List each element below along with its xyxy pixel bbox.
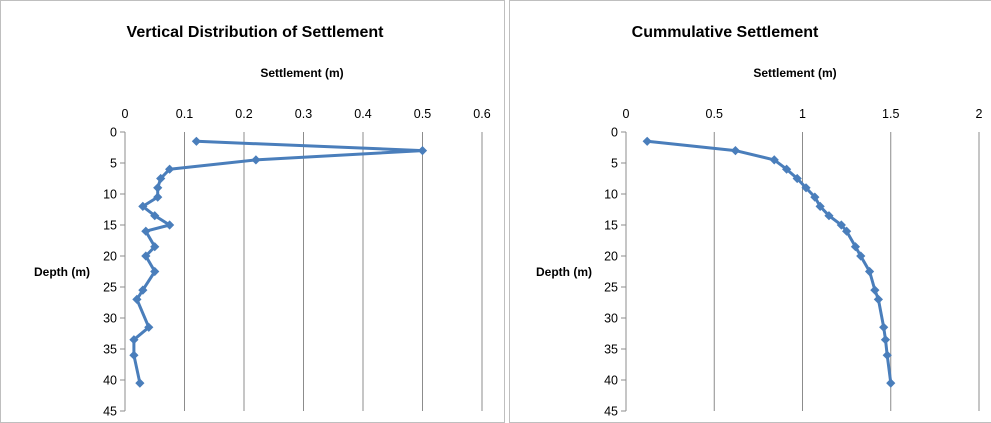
data-point-marker (144, 322, 154, 332)
data-point-marker (842, 226, 852, 236)
x-tick-label: 0.5 (414, 107, 431, 121)
data-point-marker (132, 294, 142, 304)
y-tick-label: 15 (604, 219, 618, 233)
data-point-marker (141, 251, 151, 261)
y-tick-label: 10 (103, 188, 117, 202)
data-point-marker (850, 242, 861, 252)
x-tick-label: 0.4 (354, 107, 371, 121)
series-line (132, 139, 424, 385)
y-tick-label: 0 (110, 126, 117, 140)
data-point-marker (150, 211, 160, 221)
data-point-marker (141, 226, 151, 236)
y-tick-label: 5 (110, 157, 117, 171)
data-point-marker (135, 378, 145, 388)
data-point-marker (792, 173, 802, 184)
data-point-marker (801, 183, 811, 193)
data-point-marker (165, 164, 175, 174)
data-point-marker (150, 266, 160, 277)
data-point-marker (129, 350, 139, 360)
y-tick-label: 45 (103, 405, 117, 419)
y-tick-label: 10 (604, 188, 618, 202)
data-point-marker (864, 266, 875, 277)
x-tick-label: 0.2 (235, 107, 252, 121)
data-point-marker (150, 242, 160, 252)
x-axis-title: Settlement (m) (260, 66, 343, 80)
y-axis-title: Depth (m) (536, 265, 592, 279)
data-point-marker (836, 220, 846, 230)
chart-title: Cummulative Settlement (632, 24, 819, 41)
data-point-marker (815, 201, 825, 211)
data-point-marker (886, 378, 896, 388)
data-point-marker (138, 285, 148, 295)
y-tick-label: 40 (103, 374, 117, 388)
cumulative-settlement-chart: Cummulative Settlement Settlement (m) De… (509, 0, 991, 423)
x-tick-label: 0.3 (295, 107, 312, 121)
settlement-distribution-chart: Vertical Distribution of Settlement Sett… (0, 0, 505, 423)
data-point-marker (642, 136, 652, 146)
data-point-marker (153, 192, 163, 202)
cumulative-settlement-plot: Cummulative Settlement Settlement (m) De… (536, 24, 983, 419)
y-tick-label: 35 (103, 343, 117, 357)
x-tick-label: 0 (122, 107, 129, 121)
data-point-marker (782, 164, 792, 174)
x-tick-label: 0 (623, 107, 630, 121)
series-line (645, 139, 893, 385)
x-tick-label: 0.6 (473, 107, 490, 121)
data-point-marker (810, 192, 820, 202)
data-point-marker (251, 155, 261, 165)
y-tick-label: 5 (611, 157, 618, 171)
y-tick-label: 30 (604, 312, 618, 326)
chart-title: Vertical Distribution of Settlement (127, 24, 385, 41)
x-axis-title: Settlement (m) (753, 66, 836, 80)
data-point-marker (138, 201, 148, 211)
data-point-marker (156, 173, 166, 184)
y-tick-label: 25 (604, 281, 618, 295)
data-point-marker (730, 146, 741, 156)
settlement-distribution-plot: Vertical Distribution of Settlement Sett… (34, 24, 491, 419)
data-point-marker (417, 146, 428, 156)
y-tick-label: 30 (103, 312, 117, 326)
y-axis-title: Depth (m) (34, 265, 90, 279)
y-tick-label: 20 (103, 250, 117, 264)
data-point-marker (153, 183, 163, 193)
x-tick-label: 1.5 (882, 107, 899, 121)
data-point-marker (873, 294, 883, 304)
x-tick-label: 0.1 (176, 107, 193, 121)
data-point-marker (191, 136, 201, 146)
data-point-marker (129, 335, 139, 345)
y-tick-label: 15 (103, 219, 117, 233)
y-tick-label: 45 (604, 405, 618, 419)
y-tick-label: 20 (604, 250, 618, 264)
y-tick-label: 40 (604, 374, 618, 388)
data-point-marker (165, 220, 175, 230)
y-tick-label: 0 (611, 126, 618, 140)
x-tick-label: 1 (799, 107, 806, 121)
data-point-marker (879, 322, 889, 332)
data-point-marker (856, 251, 866, 261)
data-point-marker (882, 350, 892, 360)
x-tick-label: 0.5 (706, 107, 723, 121)
y-tick-label: 25 (103, 281, 117, 295)
data-point-marker (769, 155, 779, 165)
data-point-marker (824, 211, 834, 221)
x-tick-label: 2 (976, 107, 983, 121)
data-point-marker (870, 285, 880, 295)
data-point-marker (880, 335, 891, 345)
y-tick-label: 35 (604, 343, 618, 357)
